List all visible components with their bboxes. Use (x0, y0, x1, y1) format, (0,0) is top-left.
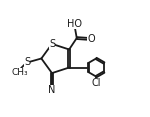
Text: S: S (49, 39, 55, 49)
Text: O: O (87, 34, 95, 44)
Text: S: S (24, 57, 30, 67)
Text: CH₃: CH₃ (12, 68, 28, 77)
Text: HO: HO (68, 19, 82, 29)
Text: Cl: Cl (92, 78, 101, 88)
Text: N: N (48, 85, 56, 95)
